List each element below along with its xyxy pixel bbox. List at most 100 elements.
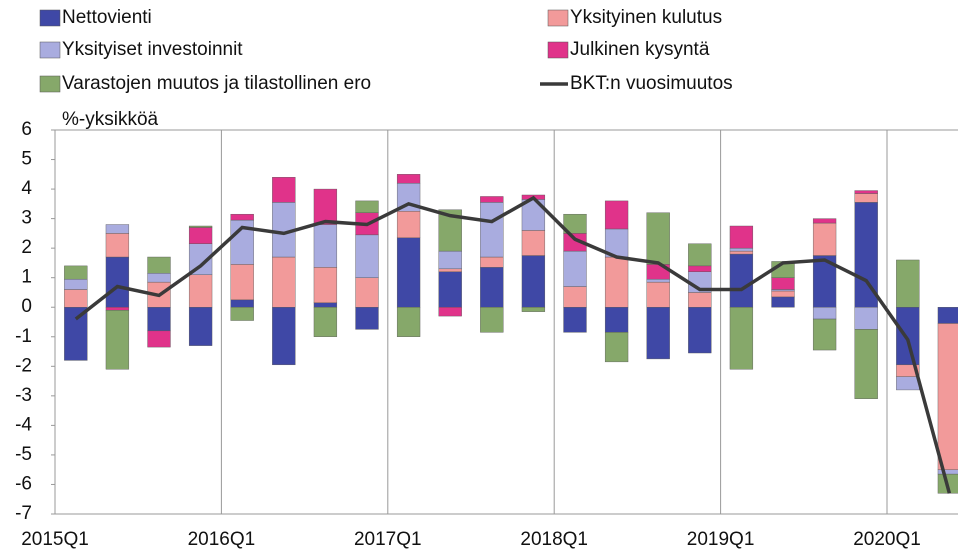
bar-segment bbox=[771, 289, 795, 292]
legend-label: Varastojen muutos ja tilastollinen ero bbox=[62, 73, 371, 94]
bar-segment bbox=[812, 222, 837, 256]
legend-label: BKT:n vuosimuutos bbox=[570, 73, 733, 94]
x-tick-label: 2020Q1 bbox=[853, 529, 921, 550]
x-tick-label: 2016Q1 bbox=[188, 529, 256, 550]
bar-segment bbox=[521, 307, 546, 312]
bar-segment bbox=[812, 307, 837, 320]
legend-swatch bbox=[39, 41, 61, 59]
legend-swatch bbox=[39, 75, 61, 93]
bar-segment bbox=[313, 224, 338, 268]
bar-segment bbox=[563, 213, 587, 234]
bar-segment bbox=[729, 225, 754, 249]
bar-segment bbox=[438, 271, 462, 308]
bar-segment bbox=[937, 307, 958, 324]
bar-segment bbox=[188, 227, 213, 244]
y-tick-label: -7 bbox=[15, 503, 32, 524]
bar-segment bbox=[147, 273, 171, 283]
legend-swatch bbox=[39, 9, 61, 27]
bar-segment bbox=[688, 292, 712, 308]
bar-segment bbox=[64, 278, 88, 290]
bar-segment bbox=[729, 253, 754, 308]
bar-segment bbox=[438, 268, 462, 272]
bar-segment bbox=[313, 302, 338, 308]
y-tick-label: 0 bbox=[21, 296, 32, 317]
bar-segment bbox=[396, 211, 421, 239]
bar-segment bbox=[688, 243, 712, 267]
bar-segment bbox=[896, 307, 920, 366]
bar-segment bbox=[438, 250, 462, 270]
bar-segment bbox=[646, 278, 670, 283]
bar-segment bbox=[147, 330, 171, 348]
bar-segment bbox=[230, 264, 254, 301]
bar-segment bbox=[230, 307, 254, 321]
bar-segment bbox=[230, 213, 254, 221]
y-tick-label: -6 bbox=[15, 473, 32, 494]
y-tick-label: 2 bbox=[21, 237, 32, 258]
bar-segment bbox=[688, 265, 712, 272]
bar-segment bbox=[396, 307, 421, 337]
bar-segment bbox=[396, 237, 421, 308]
bar-segment bbox=[272, 307, 296, 366]
bar-segment bbox=[688, 307, 712, 354]
legend-swatch bbox=[547, 41, 569, 59]
bar-segment bbox=[480, 307, 504, 333]
y-tick-label: -4 bbox=[15, 414, 32, 435]
x-tick-label: 2017Q1 bbox=[354, 529, 422, 550]
y-tick-label: -3 bbox=[15, 385, 32, 406]
bar-segment bbox=[313, 188, 338, 225]
bar-segment bbox=[521, 255, 546, 308]
line bbox=[74, 195, 952, 494]
bar-segment bbox=[480, 202, 504, 258]
bar-segment bbox=[438, 209, 462, 252]
y-tick-label: -5 bbox=[15, 444, 32, 465]
bar-segment bbox=[521, 230, 546, 256]
bar-segment bbox=[771, 290, 795, 298]
bar-segment bbox=[272, 256, 296, 308]
bar-segment bbox=[937, 469, 958, 475]
bar-segment bbox=[105, 256, 130, 308]
bar-segment bbox=[64, 307, 88, 361]
bar-segment bbox=[812, 218, 837, 224]
bar-segment bbox=[937, 323, 958, 470]
bar-segment bbox=[355, 307, 379, 330]
bar-segment bbox=[355, 277, 379, 308]
bar-segment bbox=[396, 174, 421, 184]
bar-segment bbox=[105, 309, 130, 370]
bar-segment bbox=[188, 274, 213, 308]
bar-segment bbox=[646, 307, 670, 360]
y-tick-label: 6 bbox=[21, 119, 32, 140]
bar-segment bbox=[771, 296, 795, 308]
y-tick-label: -2 bbox=[15, 355, 32, 376]
bar-segment bbox=[272, 177, 296, 203]
y-tick-label: 5 bbox=[21, 149, 32, 170]
bar-segment bbox=[729, 307, 754, 370]
legend-swatch bbox=[547, 9, 569, 27]
bar-segment bbox=[854, 193, 878, 203]
bar-segment bbox=[64, 265, 88, 280]
bar-segment bbox=[480, 256, 504, 268]
bar-segment bbox=[854, 329, 878, 399]
bar-segment bbox=[480, 267, 504, 308]
legend-label: Nettovienti bbox=[62, 7, 152, 28]
bar-segment bbox=[105, 224, 130, 234]
bar-segment bbox=[563, 250, 587, 287]
bar-segment bbox=[147, 256, 171, 274]
legend-label: Yksityiset investoinnit bbox=[62, 39, 243, 60]
bar-segment bbox=[105, 233, 130, 258]
x-tick-label: 2018Q1 bbox=[520, 529, 588, 550]
bar-segment bbox=[147, 307, 171, 332]
bar-segment bbox=[896, 259, 920, 308]
bar-segment bbox=[604, 256, 629, 308]
bar-segment bbox=[729, 247, 754, 252]
bar-segment bbox=[480, 196, 504, 203]
bar-segment bbox=[771, 277, 795, 290]
bar-segment bbox=[646, 281, 670, 308]
bar-segment bbox=[188, 307, 213, 346]
bar-segment bbox=[64, 289, 88, 308]
legend-label: Yksityinen kulutus bbox=[570, 7, 722, 28]
bar-segment bbox=[854, 190, 878, 194]
bar-segment bbox=[604, 307, 629, 333]
bar-segment bbox=[812, 318, 837, 351]
bar-segment bbox=[230, 299, 254, 308]
